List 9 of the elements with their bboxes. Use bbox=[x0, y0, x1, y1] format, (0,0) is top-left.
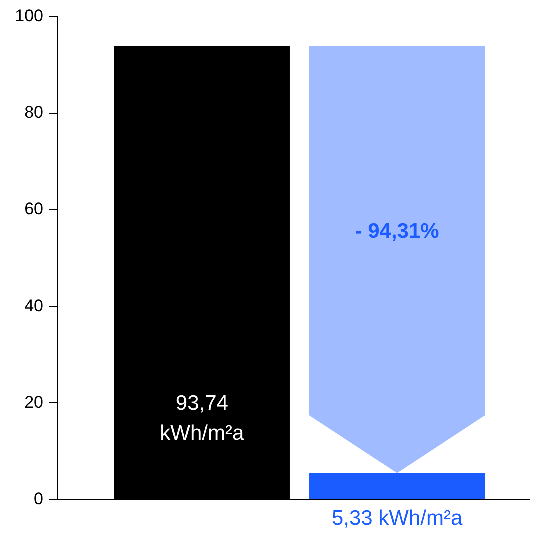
annotation: - 94,31% bbox=[355, 220, 440, 243]
y-tick-label: 40 bbox=[24, 296, 44, 316]
data-label: 5,33 kWh/m²a bbox=[332, 507, 463, 530]
y-tick-label: 100 bbox=[15, 6, 44, 26]
data-label: 93,74 kWh/m²a bbox=[160, 392, 244, 445]
y-tick-label: 80 bbox=[24, 103, 44, 122]
y-tick-label: 0 bbox=[34, 490, 44, 508]
y-tick-label: 20 bbox=[24, 392, 44, 412]
y-tick-label: 60 bbox=[24, 200, 44, 219]
